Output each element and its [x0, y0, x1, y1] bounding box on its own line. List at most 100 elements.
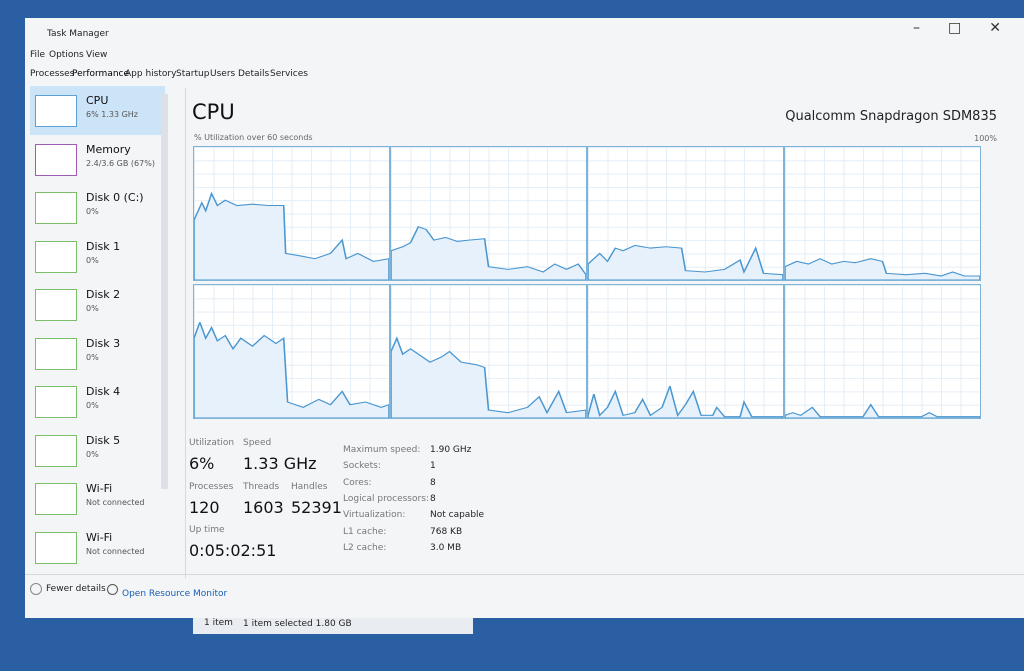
sidebar-detail: 0%	[86, 401, 99, 410]
detail-value: 8	[430, 493, 436, 504]
tab[interactable]: Users	[210, 69, 236, 79]
detail-value: 1	[430, 461, 436, 472]
core-graph	[587, 146, 784, 281]
resource-monitor-icon[interactable]	[107, 584, 118, 595]
core-graph	[193, 146, 390, 281]
detail-label: Cores:	[343, 477, 372, 488]
window-title: Task Manager	[47, 29, 109, 39]
core-graph	[390, 284, 587, 419]
sidebar-item[interactable]: Disk 1 0%	[30, 234, 158, 280]
detail-label: Logical processors:	[343, 493, 429, 504]
status-text: 1 item	[204, 618, 233, 628]
sidebar-name: Disk 2	[86, 288, 121, 301]
processor-name: Qualcomm Snapdragon SDM835	[785, 109, 997, 124]
tab[interactable]: Processes	[30, 69, 75, 79]
sidebar-name: Wi-Fi	[86, 482, 113, 495]
sidebar-thumbnail	[35, 386, 77, 418]
section-title: CPU	[192, 100, 235, 124]
sidebar-detail: Not connected	[86, 498, 145, 507]
sidebar-item[interactable]: Disk 3 0%	[30, 331, 158, 377]
resource-monitor-link[interactable]: Open Resource Monitor	[122, 589, 228, 599]
sidebar-item[interactable]: Disk 0 (C:) 0%	[30, 185, 158, 231]
detail-label: Virtualization:	[343, 510, 406, 521]
sidebar-thumbnail	[35, 240, 77, 273]
sidebar-item[interactable]: Memory 2.4/3.6 GB (67%)	[30, 137, 158, 183]
task-manager-window: Task Manager –□✕ Fewer details Open Reso…	[25, 18, 1024, 618]
sidebar-item[interactable]: Disk 2 0%	[30, 282, 158, 328]
sidebar-detail: 2.4/3.6 GB (67%)	[86, 158, 155, 168]
divider	[185, 88, 186, 578]
menu-item[interactable]: Options	[49, 50, 84, 60]
stat-value: 0:05:02:51	[189, 541, 277, 560]
sidebar-item[interactable]: Wi-Fi Not connected	[30, 525, 158, 571]
detail-value: Not capable	[430, 510, 485, 521]
sidebar-thumbnail	[35, 95, 77, 127]
tab[interactable]: Details	[238, 69, 270, 79]
sidebar-name: Memory	[86, 142, 131, 156]
stat-value: 52391	[291, 498, 342, 517]
fewer-details-icon[interactable]	[30, 583, 42, 595]
sidebar-detail: 0%	[86, 304, 99, 313]
sidebar-thumbnail	[35, 337, 77, 370]
core-graph	[784, 146, 981, 281]
fewer-details[interactable]: Fewer details	[46, 584, 106, 594]
stat-label: Threads	[243, 482, 280, 492]
sidebar-name: Wi-Fi	[86, 530, 113, 544]
explorer-status-bar: 1 item 1 item selected 1.80 GB	[193, 614, 473, 634]
stat-value: 120	[189, 498, 220, 517]
detail-value: 3.0 MB	[430, 542, 462, 553]
sidebar-thumbnail	[35, 483, 77, 515]
sidebar-name: CPU	[86, 94, 109, 107]
tab[interactable]: Services	[270, 69, 308, 79]
tab[interactable]: App history	[125, 69, 177, 79]
stat-label: Speed	[243, 438, 272, 448]
sidebar-detail: 0%	[86, 352, 99, 362]
window-controls[interactable]: –□✕	[913, 20, 1024, 36]
status-text: 1 item selected 1.80 GB	[243, 619, 352, 629]
menu-item[interactable]: View	[86, 50, 108, 60]
stat-label: Processes	[189, 482, 234, 492]
sidebar-name: Disk 3	[86, 336, 121, 350]
graph-label: % Utilization over 60 seconds	[194, 133, 313, 142]
sidebar-name: Disk 1	[86, 239, 121, 253]
sidebar-item[interactable]: Disk 4 0%	[30, 379, 158, 425]
core-graph	[390, 146, 587, 281]
sidebar-detail: 0%	[86, 207, 99, 216]
stat-label: Up time	[189, 525, 225, 535]
tab[interactable]: Performance	[72, 69, 130, 79]
detail-value: 8	[430, 477, 436, 488]
detail-value: 1.90 GHz	[430, 445, 472, 455]
sidebar-scrollbar[interactable]	[161, 94, 168, 489]
menu-item[interactable]: File	[30, 50, 46, 60]
sidebar-name: Disk 5	[86, 433, 121, 447]
sidebar-thumbnail	[35, 531, 77, 564]
core-graph	[193, 284, 390, 419]
stat-label: Utilization	[189, 438, 235, 448]
sidebar-thumbnail	[35, 143, 77, 176]
detail-label: Maximum speed:	[343, 445, 421, 455]
stat-label: Handles	[291, 482, 328, 492]
stat-value: 1603	[243, 498, 284, 517]
stat-value: 1.33 GHz	[243, 454, 317, 473]
footer-divider	[25, 574, 1024, 575]
sidebar-detail: 0%	[86, 255, 99, 265]
graph-max: 100%	[974, 134, 997, 143]
sidebar-item[interactable]: Wi-Fi Not connected	[30, 476, 158, 522]
sidebar-thumbnail	[35, 192, 77, 224]
sidebar-detail: Not connected	[86, 546, 145, 556]
stat-value: 6%	[189, 454, 215, 473]
tab[interactable]: Startup	[176, 69, 210, 79]
sidebar-name: Disk 4	[86, 385, 121, 398]
detail-label: L2 cache:	[343, 542, 387, 553]
sidebar-detail: 0%	[86, 449, 99, 459]
sidebar-item[interactable]: CPU 6% 1.33 GHz	[30, 88, 158, 134]
sidebar-name: Disk 0 (C:)	[86, 191, 144, 204]
sidebar-detail: 6% 1.33 GHz	[86, 110, 139, 119]
sidebar-thumbnail	[35, 434, 77, 467]
detail-value: 768 KB	[430, 526, 463, 537]
sidebar-item[interactable]: Disk 5 0%	[30, 428, 158, 474]
core-graph	[587, 284, 784, 419]
core-graph	[784, 284, 981, 419]
sidebar-thumbnail	[35, 289, 77, 321]
